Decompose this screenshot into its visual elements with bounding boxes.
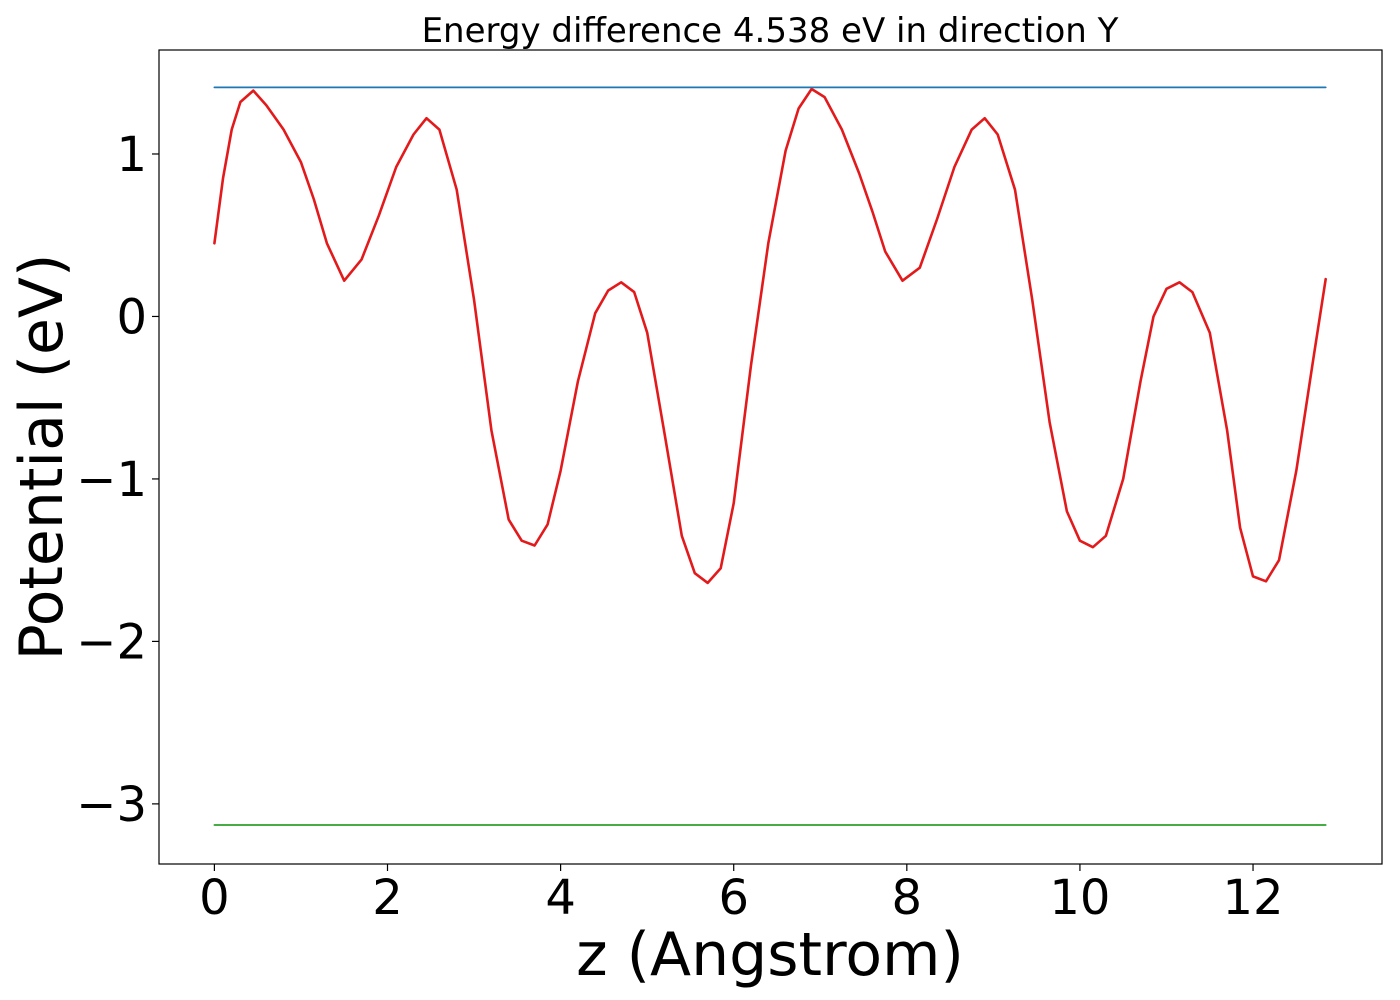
y-tick-label: −3: [76, 777, 147, 833]
x-tick-label: 4: [545, 870, 576, 926]
x-axis-label: z (Angstrom): [576, 920, 964, 990]
chart-title: Energy difference 4.538 eV in direction …: [422, 11, 1119, 51]
x-axis: 0 2 4 6 8 10 12: [199, 864, 1284, 926]
plot-frame: [158, 49, 1383, 865]
y-axis: −3 −2 −1 0 1: [76, 127, 159, 833]
x-tick-label: 6: [718, 870, 749, 926]
y-tick-label: −1: [76, 452, 147, 508]
series-layer: [213, 86, 1327, 826]
y-tick-label: 1: [116, 127, 147, 183]
y-tick-label: 0: [116, 289, 147, 345]
x-tick-label: 10: [1049, 870, 1110, 926]
y-tick-label: −2: [76, 614, 147, 670]
y-axis-label: Potential (eV): [7, 254, 77, 661]
x-tick-label: 0: [199, 870, 230, 926]
potential-line: [213, 87, 1327, 585]
x-tick-label: 8: [892, 870, 923, 926]
x-tick-label: 2: [372, 870, 403, 926]
x-tick-label: 12: [1222, 870, 1283, 926]
